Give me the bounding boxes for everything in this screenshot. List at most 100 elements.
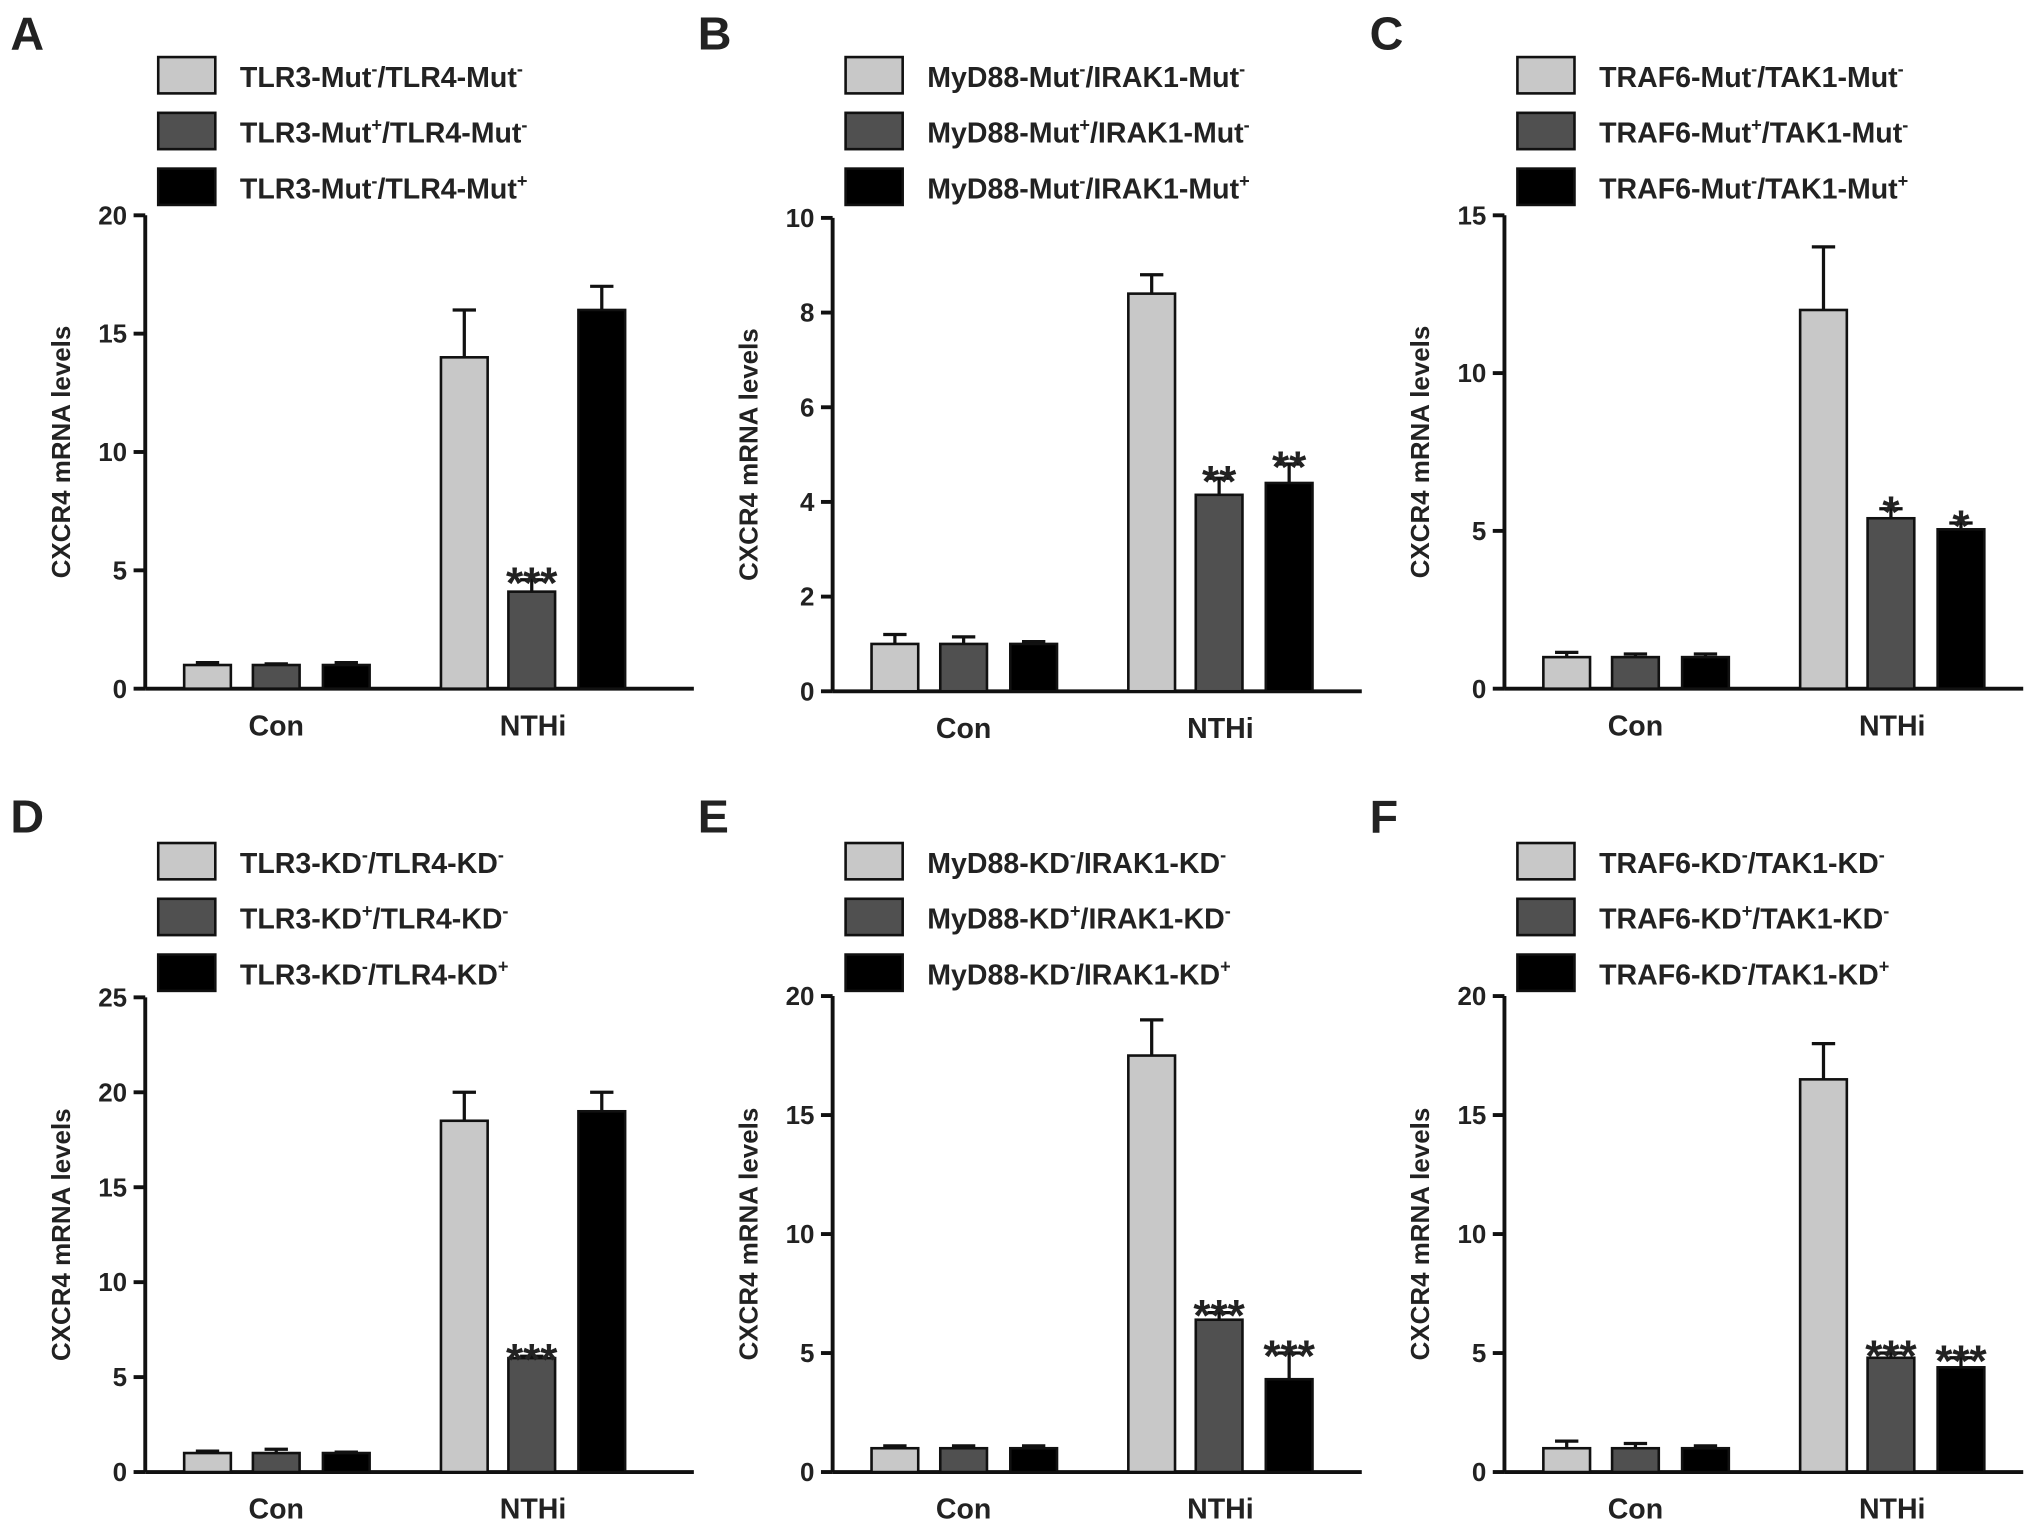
y-tick-label: 20 bbox=[1457, 983, 1486, 1011]
legend-label-sup: + bbox=[1898, 171, 1909, 191]
x-tick-label: NTHi bbox=[500, 710, 567, 742]
panel-letter: E bbox=[698, 791, 729, 843]
panel-c: CTRAF6-Mut-/TAK1-Mut-TRAF6-Mut+/TAK1-Mut… bbox=[1370, 7, 2024, 742]
bar bbox=[870, 1446, 920, 1474]
panel-e: EMyD88-KD-/IRAK1-KD-MyD88-KD+/IRAK1-KD-M… bbox=[698, 791, 1362, 1526]
y-axis-label: CXCR4 mRNA levels bbox=[735, 328, 763, 581]
legend-swatch bbox=[1516, 897, 1576, 937]
legend-label-sup: - bbox=[517, 59, 523, 79]
legend-label-sup: + bbox=[498, 957, 509, 977]
legend-label: TLR3-Mut-/TLR4-Mut+ bbox=[240, 171, 528, 206]
legend-label-sup: - bbox=[1742, 845, 1748, 865]
y-tick-label: 5 bbox=[113, 1364, 127, 1392]
legend-label-sup: - bbox=[502, 901, 508, 921]
legend-label: TLR3-KD+/TLR4-KD- bbox=[240, 901, 509, 936]
y-tick-label: 6 bbox=[800, 394, 814, 422]
legend-label-part: TLR3-Mut bbox=[240, 62, 372, 94]
bar bbox=[1798, 308, 1849, 690]
legend-label-sup: + bbox=[1742, 901, 1753, 921]
legend-label-part: /TLR4-Mut bbox=[377, 62, 517, 94]
panel-letter: F bbox=[1370, 791, 1399, 843]
bar bbox=[251, 1451, 301, 1474]
legend-label-sup: - bbox=[1225, 901, 1231, 921]
panel-a: ATLR3-Mut-/TLR4-Mut-TLR3-Mut+/TLR4-Mut-T… bbox=[10, 7, 694, 742]
legend-label-part: /TLR4-Mut bbox=[382, 118, 522, 150]
legend-label: TRAF6-KD-/TAK1-KD- bbox=[1599, 845, 1885, 880]
legend-label-part: /TLR4-KD bbox=[368, 959, 498, 991]
legend-label-sup: + bbox=[1239, 171, 1250, 191]
legend-label: TRAF6-Mut-/TAK1-Mut+ bbox=[1599, 171, 1908, 206]
legend-label-part: TLR3-Mut bbox=[240, 118, 372, 150]
legend-swatch bbox=[844, 897, 904, 937]
legend-label-part: /IRAK1-KD bbox=[1076, 848, 1220, 880]
x-tick-label: NTHi bbox=[1859, 710, 1926, 742]
legend-label-sup: - bbox=[521, 115, 527, 135]
y-axis-label: CXCR4 mRNA levels bbox=[1407, 1108, 1435, 1361]
legend-label-part: /TAK1-Mut bbox=[1762, 118, 1903, 150]
legend-label-part: MyD88-KD bbox=[927, 848, 1070, 880]
legend-label-part: /TAK1-KD bbox=[1748, 959, 1879, 991]
legend-label-sup: - bbox=[1239, 59, 1245, 79]
y-tick-label: 20 bbox=[98, 1079, 127, 1107]
significance-marker: *** bbox=[1865, 1332, 1917, 1381]
y-tick-label: 15 bbox=[98, 1174, 127, 1202]
legend-swatch bbox=[844, 167, 904, 207]
bar bbox=[577, 308, 627, 690]
legend-label-part: TLR3-KD bbox=[240, 904, 362, 936]
y-tick-label: 4 bbox=[800, 489, 815, 517]
legend-label-part: TRAF6-KD bbox=[1599, 959, 1742, 991]
bar bbox=[507, 590, 557, 690]
legend-label-part: TRAF6-Mut bbox=[1599, 173, 1752, 205]
legend-swatch bbox=[1516, 55, 1576, 95]
legend-label: TLR3-Mut-/TLR4-Mut- bbox=[240, 59, 523, 94]
bar bbox=[251, 663, 301, 690]
bar bbox=[1936, 1366, 1986, 1474]
legend-label-sup: + bbox=[1070, 901, 1081, 921]
bar bbox=[1009, 642, 1059, 693]
legend-label-sup: + bbox=[517, 171, 528, 191]
legend-label-part: TLR3-Mut bbox=[240, 173, 372, 205]
legend-label-sup: - bbox=[1070, 957, 1076, 977]
significance-marker: * bbox=[1952, 502, 1970, 551]
legend-swatch bbox=[1516, 841, 1576, 881]
x-tick-label: Con bbox=[1608, 710, 1663, 742]
legend-swatch bbox=[156, 953, 217, 993]
legend-label-sup: - bbox=[362, 845, 368, 865]
legend-swatch bbox=[1516, 953, 1576, 993]
panel-letter: A bbox=[10, 7, 44, 59]
legend-swatch bbox=[844, 111, 904, 151]
x-tick-label: NTHi bbox=[1187, 1494, 1254, 1526]
bar bbox=[1542, 1446, 1592, 1474]
bar bbox=[1936, 528, 1986, 690]
legend-label-part: MyD88-Mut bbox=[927, 173, 1080, 205]
bar bbox=[1264, 481, 1314, 693]
y-tick-label: 20 bbox=[786, 983, 815, 1011]
legend-label-part: TRAF6-KD bbox=[1599, 904, 1742, 936]
legend-label: TRAF6-Mut+/TAK1-Mut- bbox=[1599, 115, 1908, 150]
y-tick-label: 25 bbox=[98, 984, 127, 1012]
legend-swatch bbox=[156, 897, 217, 937]
bar bbox=[870, 642, 920, 693]
legend-label-sup: - bbox=[1898, 59, 1904, 79]
y-tick-label: 0 bbox=[800, 678, 814, 706]
legend-label-sup: - bbox=[1883, 901, 1889, 921]
y-tick-label: 2 bbox=[800, 584, 814, 612]
legend-label-sup: - bbox=[1079, 59, 1085, 79]
y-tick-label: 8 bbox=[800, 300, 814, 328]
legend-swatch bbox=[1516, 111, 1576, 151]
y-tick-label: 15 bbox=[786, 1102, 815, 1130]
y-axis-label: CXCR4 mRNA levels bbox=[735, 1108, 763, 1361]
bar bbox=[1264, 1377, 1314, 1474]
bar bbox=[1866, 516, 1916, 690]
legend-label: MyD88-Mut-/IRAK1-Mut+ bbox=[927, 171, 1249, 206]
panel-b: BMyD88-Mut-/IRAK1-Mut-MyD88-Mut+/IRAK1-M… bbox=[698, 7, 1362, 745]
y-tick-label: 15 bbox=[1457, 202, 1486, 230]
x-tick-label: Con bbox=[249, 1494, 304, 1526]
y-tick-label: 0 bbox=[1472, 1459, 1486, 1487]
legend-label-sup: - bbox=[1742, 957, 1748, 977]
legend-label-part: /TAK1-Mut bbox=[1757, 173, 1898, 205]
y-tick-label: 10 bbox=[98, 439, 127, 467]
panel-f: FTRAF6-KD-/TAK1-KD-TRAF6-KD+/TAK1-KD-TRA… bbox=[1370, 791, 2024, 1526]
